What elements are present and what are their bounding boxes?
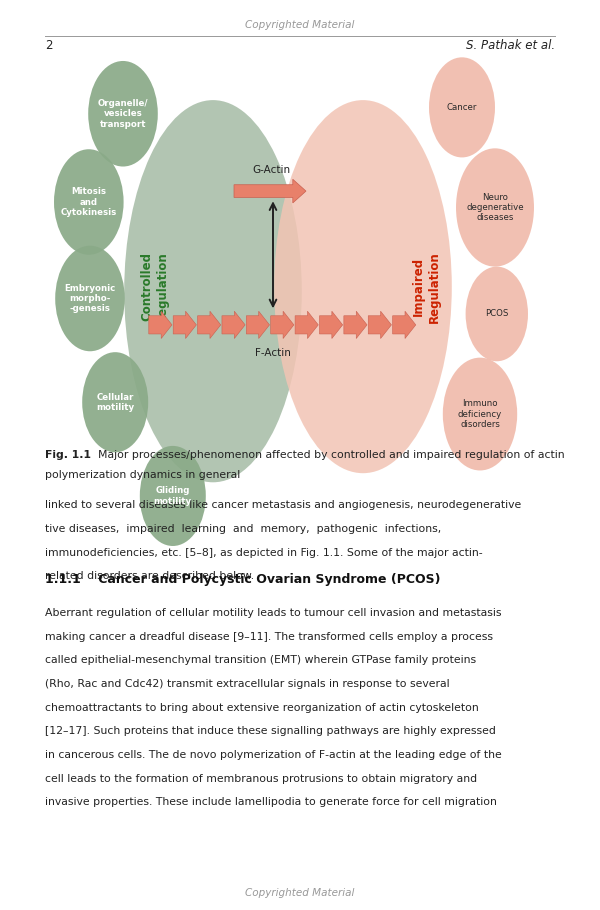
Text: (Rho, Rac and Cdc42) transmit extracellular signals in response to several: (Rho, Rac and Cdc42) transmit extracellu…: [45, 679, 449, 689]
Text: chemoattractants to bring about extensive reorganization of actin cytoskeleton: chemoattractants to bring about extensiv…: [45, 703, 479, 713]
Ellipse shape: [124, 100, 302, 482]
Circle shape: [54, 149, 124, 255]
Text: linked to several diseases like cancer metastasis and angiogenesis, neurodegener: linked to several diseases like cancer m…: [45, 501, 521, 511]
Text: Neuro
degenerative
diseases: Neuro degenerative diseases: [466, 193, 524, 222]
FancyArrow shape: [319, 311, 343, 339]
Text: tive diseases,  impaired  learning  and  memory,  pathogenic  infections,: tive diseases, impaired learning and mem…: [45, 524, 441, 534]
FancyArrow shape: [234, 179, 306, 203]
Text: Copyrighted Material: Copyrighted Material: [245, 20, 355, 30]
Text: G-Actin: G-Actin: [252, 165, 290, 175]
Text: Controlled
Regulation: Controlled Regulation: [140, 251, 169, 322]
Ellipse shape: [274, 100, 452, 473]
Circle shape: [466, 267, 528, 361]
Text: Impaired
Regulation: Impaired Regulation: [412, 251, 440, 322]
Text: called epithelial-mesenchymal transition (EMT) wherein GTPase family proteins: called epithelial-mesenchymal transition…: [45, 655, 476, 665]
FancyArrow shape: [368, 311, 391, 339]
Text: cell leads to the formation of membranous protrusions to obtain migratory and: cell leads to the formation of membranou…: [45, 774, 477, 784]
Text: Embryonic
morpho-
-genesis: Embryonic morpho- -genesis: [64, 284, 116, 313]
Circle shape: [456, 148, 534, 267]
FancyArrow shape: [344, 311, 367, 339]
Circle shape: [443, 358, 517, 470]
Text: [12–17]. Such proteins that induce these signalling pathways are highly expresse: [12–17]. Such proteins that induce these…: [45, 726, 496, 736]
Text: F-Actin: F-Actin: [255, 348, 291, 358]
Circle shape: [429, 57, 495, 157]
Circle shape: [82, 352, 148, 452]
Circle shape: [55, 246, 125, 351]
Text: 1.1.1    Cancer and Polycystic Ovarian Syndrome (PCOS): 1.1.1 Cancer and Polycystic Ovarian Synd…: [45, 573, 440, 586]
Text: Major processes/phenomenon affected by controlled and impaired regulation of act: Major processes/phenomenon affected by c…: [98, 450, 565, 460]
Text: Cellular
motility: Cellular motility: [96, 392, 134, 412]
Text: Copyrighted Material: Copyrighted Material: [245, 888, 355, 898]
Text: Immuno
deficiency
disorders: Immuno deficiency disorders: [458, 399, 502, 429]
Text: Mitosis
and
Cytokinesis: Mitosis and Cytokinesis: [61, 187, 117, 217]
Circle shape: [88, 61, 158, 167]
Text: Fig. 1.1: Fig. 1.1: [45, 450, 98, 460]
FancyArrow shape: [149, 311, 172, 339]
FancyArrow shape: [271, 311, 294, 339]
FancyArrow shape: [392, 311, 416, 339]
Text: Aberrant regulation of cellular motility leads to tumour cell invasion and metas: Aberrant regulation of cellular motility…: [45, 608, 502, 618]
FancyArrow shape: [197, 311, 221, 339]
Text: Organelle/
vesicles
transport: Organelle/ vesicles transport: [98, 99, 148, 128]
Text: related disorders are described below.: related disorders are described below.: [45, 571, 254, 581]
FancyArrow shape: [173, 311, 196, 339]
Text: in cancerous cells. The de novo polymerization of F-actin at the leading edge of: in cancerous cells. The de novo polymeri…: [45, 750, 502, 760]
FancyArrow shape: [295, 311, 318, 339]
Text: polymerization dynamics in general: polymerization dynamics in general: [45, 470, 240, 480]
Text: S. Pathak et al.: S. Pathak et al.: [466, 39, 555, 52]
Text: 2: 2: [45, 39, 53, 52]
Circle shape: [140, 446, 206, 546]
Text: making cancer a dreadful disease [9–11]. The transformed cells employ a process: making cancer a dreadful disease [9–11].…: [45, 632, 493, 642]
Text: Cancer: Cancer: [447, 103, 477, 112]
Text: PCOS: PCOS: [485, 309, 508, 318]
Text: immunodeficiencies, etc. [5–8], as depicted in Fig. 1.1. Some of the major actin: immunodeficiencies, etc. [5–8], as depic…: [45, 548, 482, 558]
Text: Gliding
motility: Gliding motility: [154, 486, 192, 506]
Text: invasive properties. These include lamellipodia to generate force for cell migra: invasive properties. These include lamel…: [45, 797, 497, 807]
FancyArrow shape: [247, 311, 269, 339]
FancyArrow shape: [222, 311, 245, 339]
